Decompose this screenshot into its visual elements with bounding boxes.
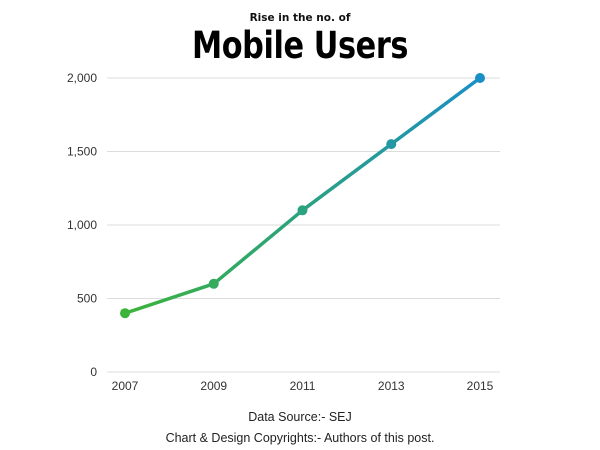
data-point	[120, 308, 130, 319]
gridlines	[107, 77, 500, 373]
y-tick-label: 0	[90, 365, 97, 379]
x-tick-label: 2011	[290, 379, 316, 393]
chart-title: Mobile Users	[191, 24, 409, 67]
x-tick-label: 2009	[200, 379, 227, 393]
series-group	[120, 73, 485, 319]
y-tick-label: 1,000	[67, 218, 97, 232]
data-point	[386, 139, 397, 150]
chart-subtitle: Rise in the no. of	[249, 12, 351, 24]
x-tick-label: 2007	[112, 379, 139, 393]
copyright-note: Chart & Design Copyrights:- Authors of t…	[165, 431, 435, 445]
data-source-note: Data Source:- SEJ	[248, 410, 352, 424]
x-tick-label: 2015	[467, 379, 494, 393]
data-point	[475, 73, 485, 83]
y-tick-label: 2,000	[67, 71, 97, 85]
data-point	[208, 278, 219, 289]
y-axis-ticks: 0 500 1,000 1,500 2,000	[67, 71, 97, 379]
data-point	[297, 205, 308, 216]
series-line	[123, 76, 482, 315]
y-tick-label: 1,500	[67, 145, 97, 159]
x-axis-ticks: 2007 2009 2011 2013 2015	[112, 379, 494, 393]
y-tick-label: 500	[77, 292, 97, 306]
x-tick-label: 2013	[378, 379, 405, 393]
